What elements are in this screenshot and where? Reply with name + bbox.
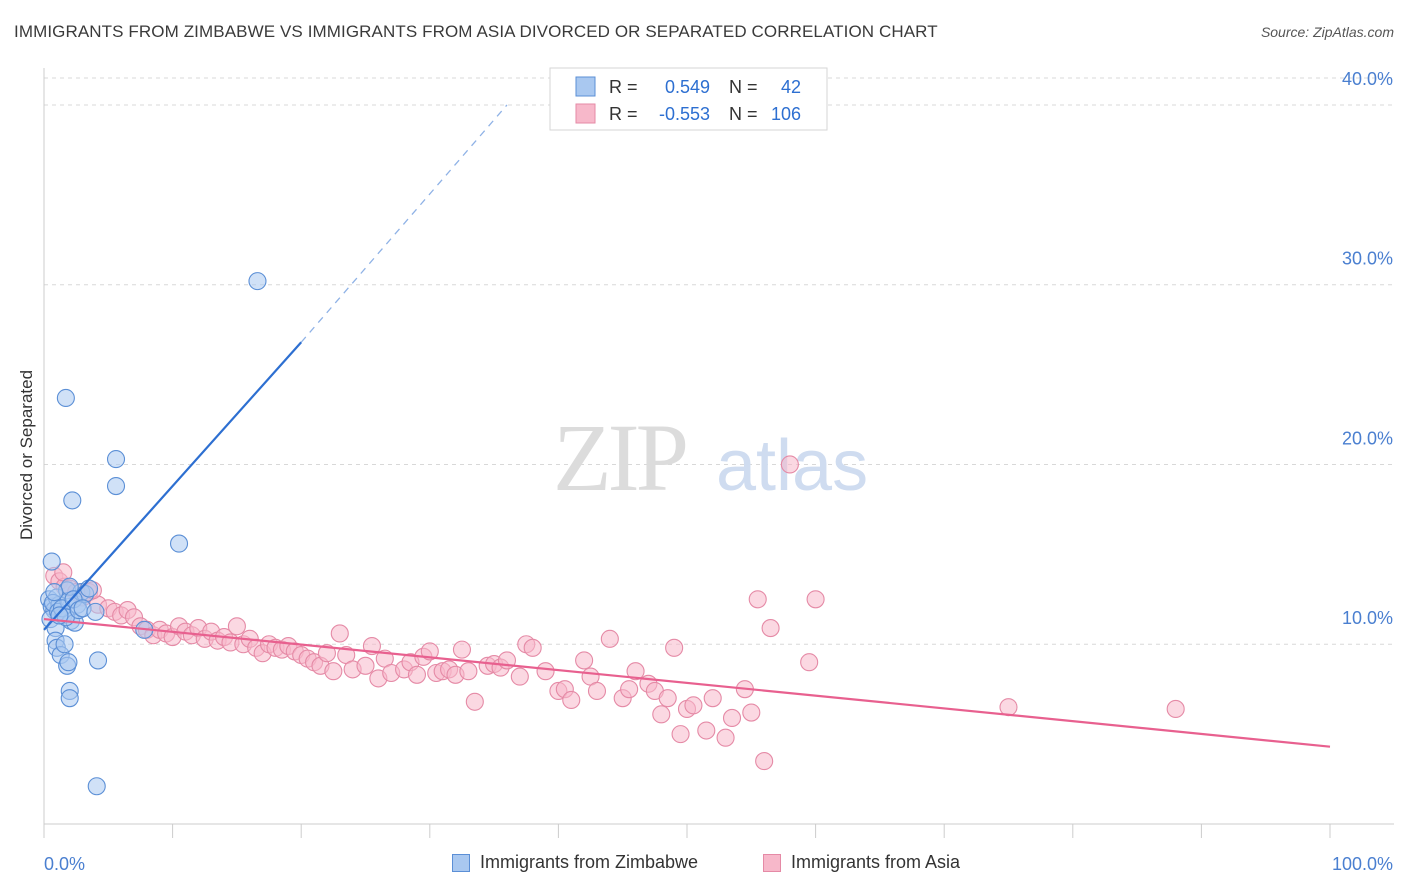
asia-point	[658, 689, 677, 708]
asia-point	[806, 590, 825, 609]
asia-point	[227, 617, 246, 636]
asia-point	[722, 708, 742, 727]
asia-point	[407, 665, 426, 684]
legend-r-value-asia: -0.553	[659, 104, 710, 124]
legend-swatch-asia	[575, 103, 596, 124]
watermark: ZIP atlas	[553, 404, 868, 511]
asia-point	[324, 662, 343, 681]
legend-n-value-zimbabwe: 42	[781, 77, 801, 97]
asia-point	[587, 681, 607, 701]
zimbabwe-point	[106, 477, 126, 496]
asia-point	[420, 642, 439, 661]
x-tick-label-min: 0.0%	[44, 854, 85, 874]
asia-point	[748, 590, 767, 609]
series-legend: Immigrants from Zimbabwe Immigrants from…	[0, 852, 1406, 878]
zimbabwe-point	[106, 450, 126, 469]
y-tick-labels: 10.0% 20.0% 30.0% 40.0%	[1342, 69, 1393, 628]
asia-point	[317, 644, 336, 663]
asia-point	[652, 705, 671, 724]
y-tick-label: 20.0%	[1342, 428, 1393, 448]
legend-n-label: N =	[729, 104, 758, 124]
asia-point	[575, 651, 594, 670]
asia-point	[671, 725, 690, 744]
zimbabwe-point	[88, 651, 108, 670]
asia-point	[536, 662, 555, 681]
asia-point	[459, 662, 478, 681]
asia-point	[761, 619, 780, 638]
legend-swatch-asia	[763, 853, 781, 872]
asia-point	[716, 728, 735, 747]
asia-point	[600, 629, 619, 648]
asia-point	[510, 667, 529, 686]
asia-point	[620, 680, 639, 699]
zimbabwe-point	[42, 552, 61, 571]
asia-point	[465, 692, 484, 711]
asia-point	[665, 638, 684, 657]
gridlines	[44, 77, 1394, 645]
stats-legend-box	[549, 67, 828, 131]
watermark-zip: ZIP	[553, 404, 686, 511]
chart-title: IMMIGRANTS FROM ZIMBABWE VS IMMIGRANTS F…	[14, 22, 938, 41]
asia-point	[356, 656, 375, 675]
trend-line-asia	[43, 617, 1331, 748]
zimbabwe-point	[55, 635, 74, 654]
zimbabwe-point	[79, 579, 99, 598]
asia-point	[452, 640, 472, 659]
legend-swatch-zimbabwe	[452, 853, 470, 872]
y-tick-label: 30.0%	[1342, 249, 1393, 269]
asia-point	[800, 653, 819, 672]
zimbabwe-point	[248, 272, 267, 291]
legend-label-asia: Immigrants from Asia	[791, 852, 961, 872]
chart-source: Source: ZipAtlas.com	[1260, 24, 1394, 40]
legend-r-label: R =	[609, 77, 638, 97]
y-tick-label: 40.0%	[1342, 69, 1393, 89]
asia-point	[684, 696, 703, 715]
asia-point	[562, 690, 581, 710]
asia-points	[45, 455, 1185, 771]
trend-line-zimbabwe	[43, 341, 303, 631]
asia-point	[626, 662, 645, 681]
asia-point	[330, 624, 349, 643]
zimbabwe-point	[59, 653, 78, 672]
legend-r-label: R =	[609, 104, 638, 124]
trend-line-zimbabwe-extension	[300, 104, 508, 343]
zimbabwe-point	[56, 388, 75, 408]
legend-item-zimbabwe[interactable]: Immigrants from Zimbabwe	[452, 852, 698, 873]
zimbabwe-point	[169, 534, 189, 553]
zimbabwe-point	[45, 583, 64, 602]
asia-point	[703, 689, 722, 708]
x-tick-label-max: 100.0%	[1332, 854, 1393, 874]
zimbabwe-point	[60, 689, 79, 708]
zimbabwe-points	[40, 272, 267, 796]
zimbabwe-point	[86, 602, 105, 621]
legend-item-asia[interactable]: Immigrants from Asia	[763, 852, 960, 873]
asia-point	[697, 721, 716, 740]
legend-n-label: N =	[729, 77, 758, 97]
asia-point	[742, 703, 761, 722]
y-axis-label: Divorced or Separated	[17, 370, 36, 540]
legend-swatch-zimbabwe	[575, 76, 596, 97]
stats-legend: R = 0.549 N = 42 R = -0.553 N = 106	[549, 67, 828, 131]
zimbabwe-point	[87, 777, 106, 796]
zimbabwe-point	[63, 491, 82, 510]
legend-label-zimbabwe: Immigrants from Zimbabwe	[480, 852, 699, 872]
y-tick-label: 10.0%	[1342, 608, 1393, 628]
axes	[43, 68, 1394, 838]
asia-point	[1166, 699, 1185, 719]
asia-point	[780, 455, 799, 474]
legend-r-value-zimbabwe: 0.549	[665, 77, 710, 97]
trend-lines	[43, 104, 1331, 748]
asia-point	[523, 638, 542, 657]
asia-point	[755, 752, 774, 771]
legend-n-value-asia: 106	[771, 104, 801, 124]
